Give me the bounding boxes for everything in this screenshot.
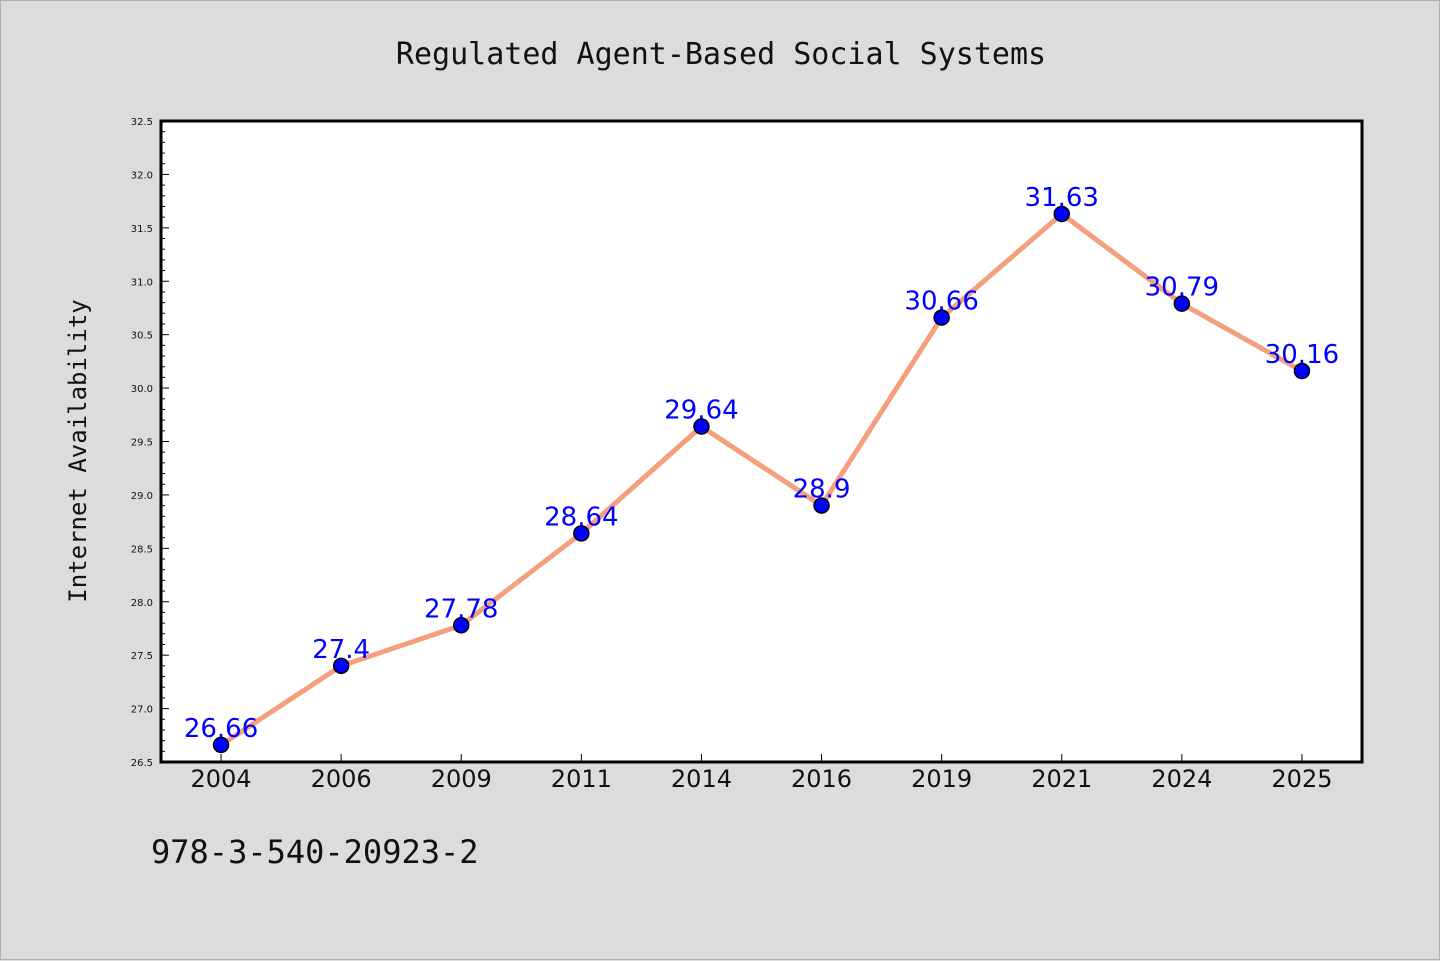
y-tick-label: 27.5 [131, 651, 153, 662]
data-labels: 26.66 27.4 27.78 28.64 29.64 28.9 30.66 31.63 30… [184, 183, 1339, 744]
y-tick-label: 28.0 [131, 598, 153, 609]
x-tick-label: 2004 [191, 765, 252, 793]
y-tick-label: 30.0 [131, 384, 153, 395]
data-label: 28.64 [544, 502, 618, 532]
data-point [212, 736, 230, 754]
y-tick-label: 32.5 [131, 117, 153, 128]
y-tick-label: 28.5 [131, 544, 153, 555]
data-label: 27.78 [424, 594, 498, 624]
y-tick-label: 26.5 [131, 758, 153, 769]
data-point [453, 617, 470, 634]
data-point [332, 657, 350, 675]
data-label: 30.66 [904, 287, 978, 317]
footer-code: 978-3-540-20923-2 [151, 833, 479, 871]
data-point [693, 418, 710, 435]
data-point [1053, 205, 1070, 223]
data-point [813, 497, 830, 514]
data-point [933, 309, 950, 326]
x-tick-label: 2016 [791, 765, 852, 793]
data-point [1173, 295, 1191, 312]
data-markers [212, 205, 1311, 754]
x-tick-label: 2024 [1151, 765, 1212, 793]
series-line [218, 211, 1305, 748]
x-axis-ticks: 2004 2006 2009 2011 2014 2016 2019 2021 2024 2025 [191, 754, 1332, 793]
x-tick-label: 2025 [1271, 765, 1332, 793]
x-tick-label: 2019 [911, 765, 972, 793]
x-tick-label: 2021 [1031, 765, 1092, 793]
data-label: 31.63 [1025, 183, 1099, 213]
y-tick-label: 31.0 [131, 277, 153, 288]
data-label: 27.4 [312, 635, 370, 665]
y-tick-label: 31.5 [131, 224, 153, 235]
data-label: 30.16 [1265, 340, 1339, 370]
y-tick-label: 30.5 [131, 331, 153, 342]
y-tick-label: 29.5 [131, 438, 153, 449]
y-axis-label: Internet Availability [64, 299, 92, 602]
x-tick-label: 2006 [311, 765, 372, 793]
chart-title: Regulated Agent-Based Social Systems [396, 37, 1046, 72]
data-label: 30.79 [1145, 273, 1219, 303]
y-tick-label: 27.0 [131, 705, 153, 716]
x-tick-label: 2014 [671, 765, 732, 793]
y-tick-label: 29.0 [131, 491, 153, 502]
x-tick-label: 2009 [431, 765, 492, 793]
data-label: 26.66 [184, 714, 258, 744]
y-axis-ticks: 26.5 27.0 27.5 28.0 28.5 29.0 29.5 30.0 30.5 31.0… [131, 117, 169, 769]
data-label: 29.64 [664, 396, 738, 426]
data-point [573, 525, 590, 542]
x-tick-label: 2011 [551, 765, 612, 793]
y-tick-label: 32.0 [131, 170, 153, 181]
data-point [1293, 362, 1311, 380]
data-label: 28.9 [793, 475, 851, 505]
plot-area [159, 119, 1364, 764]
